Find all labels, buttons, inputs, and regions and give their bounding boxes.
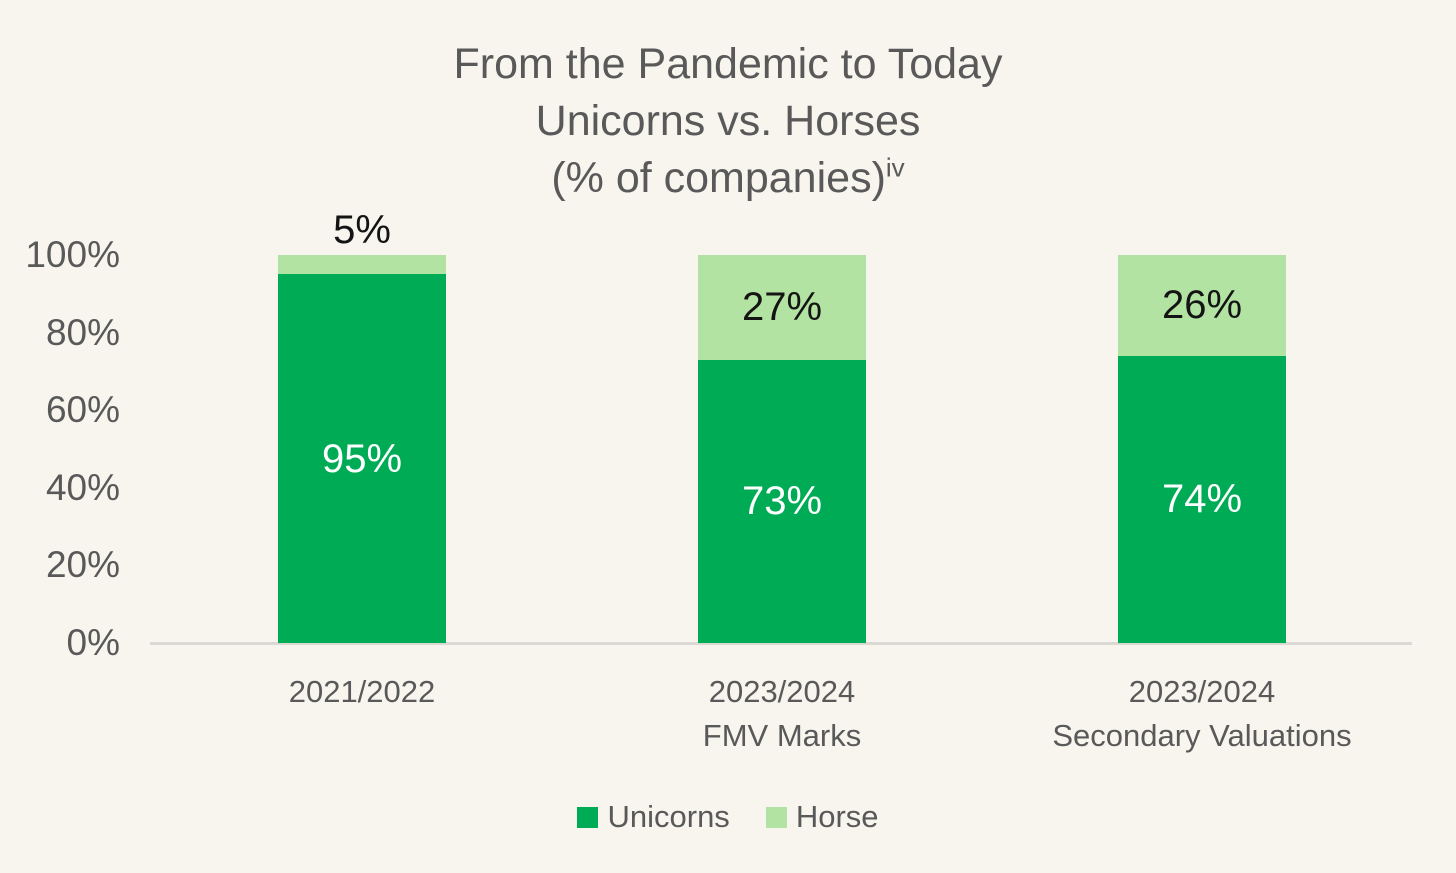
bar-value-label: 74% xyxy=(1161,477,1243,522)
bar-segment-horse xyxy=(278,255,446,275)
legend-item-unicorns: Unicorns xyxy=(577,799,730,835)
x-axis-label-line: FMV Marks xyxy=(702,718,862,753)
y-tick-label: 0% xyxy=(66,622,120,663)
y-tick-label: 80% xyxy=(45,311,120,353)
bar-segment-unicorns: 73% xyxy=(698,359,866,643)
bar-value-label: 27% xyxy=(741,285,823,330)
chart-subtitle-text: (% of companies) xyxy=(551,154,886,202)
chart-title-line3: (% of companies)iv xyxy=(0,150,1456,207)
x-axis-label: 2023/2024 Secondary Valuations xyxy=(992,670,1412,758)
chart-title-line2: Unicorns vs. Horses xyxy=(535,97,921,145)
x-axis-label-line: 2023/2024 xyxy=(1128,674,1276,709)
legend: Unicorns Horse xyxy=(0,793,1456,841)
bar-segment-horse: 27% xyxy=(698,255,866,360)
x-axis-label-line: Secondary Valuations xyxy=(1052,718,1352,753)
y-tick-label: 60% xyxy=(45,389,120,431)
legend-swatch-icon xyxy=(765,806,787,828)
legend-swatch-icon xyxy=(577,806,599,828)
legend-label: Horse xyxy=(795,799,879,834)
y-tick-label: 40% xyxy=(45,466,120,508)
bar-value-label: 73% xyxy=(741,479,823,524)
chart-title-line1: From the Pandemic to Today xyxy=(453,40,1003,88)
footnote-marker: iv xyxy=(885,152,905,183)
x-axis-label-line: 2021/2022 xyxy=(288,674,436,709)
x-axis-label: 2021/2022 xyxy=(152,670,572,714)
bar-segment-unicorns: 74% xyxy=(1118,355,1286,643)
y-tick-label: 20% xyxy=(45,544,120,586)
x-axis-label: 2023/2024 FMV Marks xyxy=(572,670,992,758)
y-tick-label: 100% xyxy=(25,234,120,275)
bar-value-label: 95% xyxy=(321,436,403,481)
bar-segment-unicorns: 95% xyxy=(278,274,446,643)
bar-value-label: 26% xyxy=(1161,283,1243,328)
bar-segment-horse: 26% xyxy=(1118,255,1286,356)
chart-title: From the Pandemic to Today Unicorns vs. … xyxy=(0,36,1456,207)
x-axis-line xyxy=(150,642,1412,645)
bar-value-label: 5% xyxy=(333,208,391,252)
legend-label: Unicorns xyxy=(607,799,730,834)
legend-item-horse: Horse xyxy=(765,799,879,835)
x-axis-label-line: 2023/2024 xyxy=(708,674,856,709)
